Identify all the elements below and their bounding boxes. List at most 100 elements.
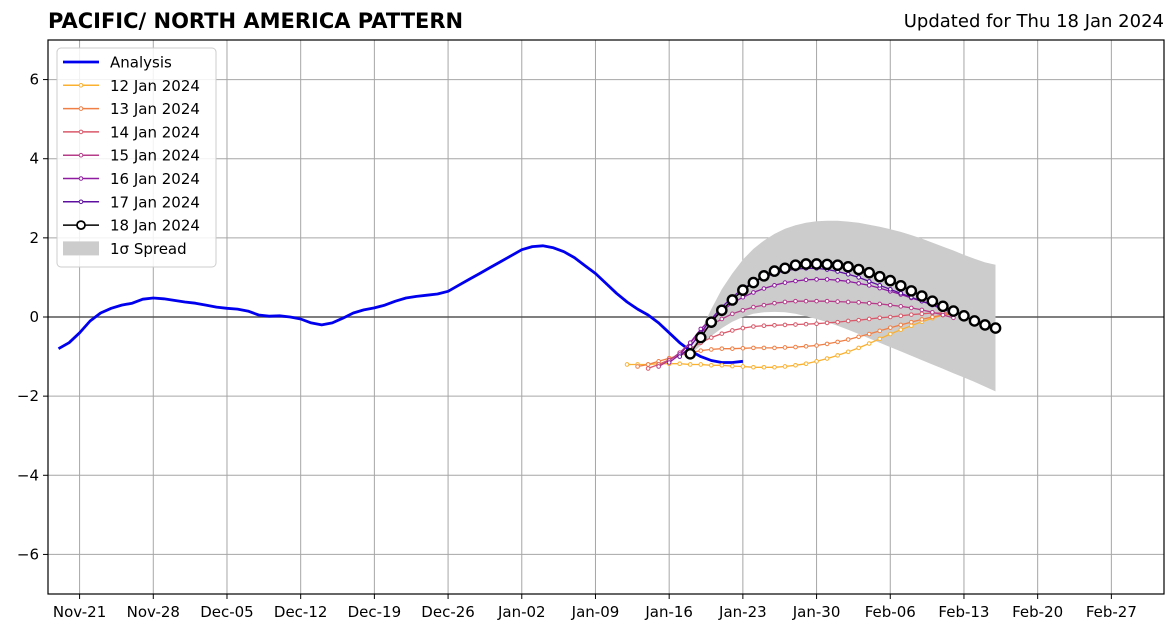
analysis-line <box>57 244 744 364</box>
forecast-point <box>772 364 777 370</box>
forecast-point <box>740 294 746 300</box>
legend-item: 16 Jan 2024 <box>63 170 200 188</box>
forecast-point <box>842 260 854 273</box>
forecast-point <box>768 265 781 277</box>
forecast-point <box>740 364 746 369</box>
forecast-point <box>821 258 833 271</box>
forecast-line <box>668 278 954 364</box>
forecast-point <box>845 271 851 277</box>
forecast-point <box>635 364 640 369</box>
forecast-point <box>845 299 851 305</box>
forecast-point <box>730 311 735 317</box>
forecast-point <box>726 294 739 306</box>
forecast-point <box>645 362 651 367</box>
x-tick-label: Jan-09 <box>571 603 620 621</box>
forecast-point <box>698 348 704 353</box>
legend-item: 1σ Spread <box>63 240 187 258</box>
forecast-point <box>814 277 819 282</box>
forecast-point <box>803 298 809 304</box>
forecast-point <box>761 364 767 370</box>
x-tick-label: Dec-26 <box>421 603 475 621</box>
forecast-point <box>747 276 760 289</box>
y-tick-label: 0 <box>29 308 39 326</box>
forecast-point <box>814 343 819 348</box>
forecast-point <box>877 283 883 288</box>
forecast-point <box>751 290 756 295</box>
forecast-point <box>856 345 861 351</box>
legend-item: Analysis <box>63 54 172 72</box>
forecast-point <box>684 348 697 360</box>
forecast-point <box>916 290 928 302</box>
y-tick-label: −4 <box>17 466 39 484</box>
forecast-point <box>979 319 991 331</box>
forecast-point <box>666 360 672 365</box>
forecast-point <box>782 345 788 350</box>
forecast-point <box>793 278 798 284</box>
forecast-point <box>898 290 904 296</box>
legend-marker <box>78 83 84 88</box>
x-tick-label: Jan-23 <box>718 603 767 621</box>
x-tick-label: Jan-02 <box>497 603 546 621</box>
forecast-point <box>866 300 872 306</box>
legend-marker <box>78 129 84 135</box>
forecast-point <box>803 321 809 327</box>
spread-layer <box>690 220 996 392</box>
forecast-point <box>873 270 886 283</box>
forecast-point <box>919 311 925 317</box>
legend-label: 15 Jan 2024 <box>110 147 200 165</box>
forecast-point <box>730 328 735 333</box>
forecast-point <box>866 316 872 322</box>
forecast-point <box>898 327 904 332</box>
forecast-point <box>793 362 798 368</box>
legend-item: 13 Jan 2024 <box>63 100 200 118</box>
forecast-point <box>803 361 809 366</box>
forecast-point <box>845 337 851 342</box>
forecast-point <box>887 325 893 330</box>
forecast-point <box>740 345 746 351</box>
legend-label: Analysis <box>110 54 172 72</box>
forecast-point <box>719 316 725 322</box>
forecast-point <box>803 277 809 283</box>
forecast-series <box>684 258 1002 360</box>
forecast-point <box>824 277 830 282</box>
y-tick-label: −2 <box>17 387 39 405</box>
forecast-point <box>740 325 746 331</box>
forecast-point <box>645 366 651 371</box>
forecast-point <box>877 301 883 307</box>
y-tick-label: 6 <box>29 71 39 89</box>
forecast-point <box>926 295 939 307</box>
forecast-point <box>803 343 809 349</box>
forecast-point <box>835 299 840 304</box>
y-tick-label: 4 <box>29 150 39 168</box>
forecast-point <box>677 354 682 359</box>
forecast-point <box>824 320 830 326</box>
forecast-point <box>894 279 907 292</box>
chart-title: PACIFIC/ NORTH AMERICA PATTERN <box>48 9 464 33</box>
x-tick-label: Jan-30 <box>792 603 841 621</box>
legend-label: 18 Jan 2024 <box>110 217 200 235</box>
forecast-point <box>705 316 718 328</box>
forecast-point <box>687 362 693 367</box>
forecast-point <box>856 281 861 286</box>
forecast-point <box>730 363 735 369</box>
legend-marker <box>76 220 86 231</box>
forecast-point <box>814 321 819 327</box>
forecast-point <box>761 286 767 291</box>
forecast-point <box>719 362 725 368</box>
forecast-point <box>761 323 767 329</box>
legend-label: 17 Jan 2024 <box>110 193 200 211</box>
forecast-point <box>866 331 872 337</box>
forecast-point <box>761 345 767 351</box>
forecast-point <box>708 335 714 340</box>
forecast-point <box>905 285 918 297</box>
legend-marker <box>78 199 84 205</box>
forecast-point <box>793 344 798 350</box>
forecast-point <box>909 305 914 311</box>
forecast-point <box>856 300 861 305</box>
forecast-point <box>856 334 861 340</box>
x-tick-label: Nov-21 <box>53 603 106 621</box>
chart-subtitle: Updated for Thu 18 Jan 2024 <box>903 11 1164 32</box>
forecast-point <box>687 344 693 349</box>
forecast-point <box>716 304 728 317</box>
forecast-point <box>919 317 925 322</box>
